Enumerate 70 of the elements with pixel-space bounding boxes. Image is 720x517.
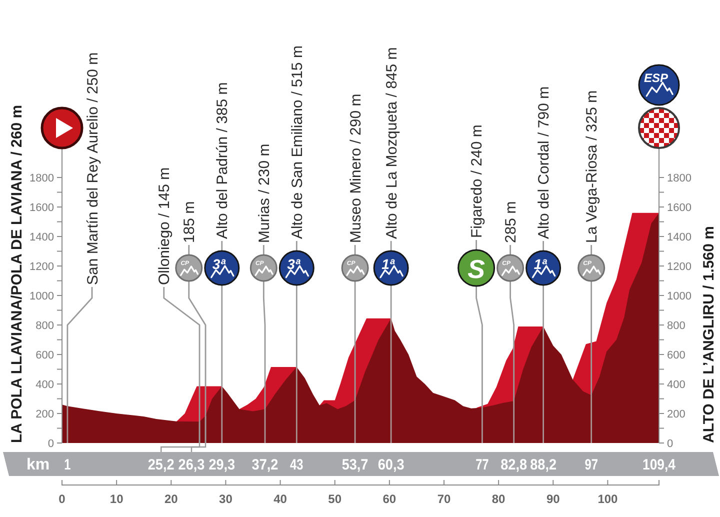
y2-tick-label: 400 [667,378,686,391]
y2-tick-label: 1000 [667,290,692,302]
x2-tick-label: 60,3 [378,456,408,474]
y2-tick-label: 1400 [667,231,692,244]
mountain-icon: 3ª [204,250,240,286]
text: ALTO DE L’ANGLIRU / 1.560 m [700,226,718,443]
y2-tick-label: 0 [667,438,674,450]
x2-tick-label: 77 [476,456,492,474]
annotation: Alto del Padrún / 385 m [214,82,232,239]
y-tick-label: 1000 [30,290,54,302]
y-tick-label: 600 [36,349,54,362]
mountain-icon: 1ª [526,250,562,286]
x-tick-label: 0 [58,492,66,506]
annotation: Murias / 230 m [256,144,273,243]
y2-tick-label: 200 [667,408,686,420]
mountain-icon: 1ª [373,250,409,286]
x2-tick-label: 109,4 [642,456,680,474]
x-tick-label: 100 [598,492,618,506]
y-tick-label: 1400 [30,231,54,244]
x2-tick-label: 97 [584,456,602,474]
annotation: Olloniego / 145 m [156,167,174,285]
y2-tick-label: 600 [667,349,686,362]
x2-tick-label: 1 [64,456,72,474]
annotation: 185 m [181,201,198,243]
x2-tick-label: 88,2 [530,456,560,474]
y2-tick-label: 1800 [667,172,692,184]
x2-tick-label: 82,8 [500,456,530,474]
y-tick-label: 1800 [30,172,54,184]
y-tick-label: 200 [36,408,54,420]
x-tick-label: 30 [219,492,233,506]
annotation: Alto de La Mozqueta / 845 m [383,47,400,239]
annotation: Figaredo / 240 m [468,124,486,238]
x-tick-label: 20 [164,492,178,506]
x-tick-label: 80 [492,492,506,506]
mountain-icon: ESP [638,64,680,106]
annotation: 26,3 [178,456,208,474]
annotation: 285 m [502,201,520,243]
y-tick-label: 800 [36,320,54,332]
x-tick-label: 10 [110,492,124,506]
annotation: Alto del Cordal / 790 m [536,86,553,239]
mountain-icon: 3ª [278,250,314,286]
annotation: La Vega-Riosa / 325 m [584,90,601,243]
annotation: Alto de San Emiliano / 515 m [288,46,306,239]
x-tick-label: 40 [274,492,288,506]
x2-tick-label: 43 [290,456,307,474]
letter-icon: S [458,249,496,287]
y-tick-label: 1200 [30,260,54,273]
annotation: 1ª [534,256,548,272]
text: LA POLA LLAVIANA/POLA DE LAVIANA / 260 m [8,104,26,443]
annotation: 3ª [287,256,301,272]
annotation: 25,2 [148,456,178,474]
x2-tick-label: 29,3 [208,456,238,474]
y2-tick-label: 800 [667,320,686,332]
annotation: Museo Minero / 290 m [347,94,364,243]
x-tick-label: 60 [382,492,396,506]
x2-tick-label: 37,2 [252,456,282,474]
x2-tick-label: 53,7 [342,456,372,474]
y-tick-label: 400 [36,378,54,391]
y2-tick-label: 1600 [667,202,692,214]
annotation: San Martín del Rey Aurelio / 250 m [84,52,102,285]
y-tick-label: 0 [48,438,54,450]
annotation: 3ª [212,256,226,272]
y-tick-label: 1600 [30,202,54,214]
annotation: 1ª [382,256,396,272]
x-tick-label: 70 [437,492,451,506]
y2-tick-label: 1200 [667,260,692,273]
annotation: S [468,254,486,284]
x-tick-label: 50 [328,492,342,506]
x2-axis-title: km [26,456,50,474]
x-tick-label: 90 [546,492,560,506]
